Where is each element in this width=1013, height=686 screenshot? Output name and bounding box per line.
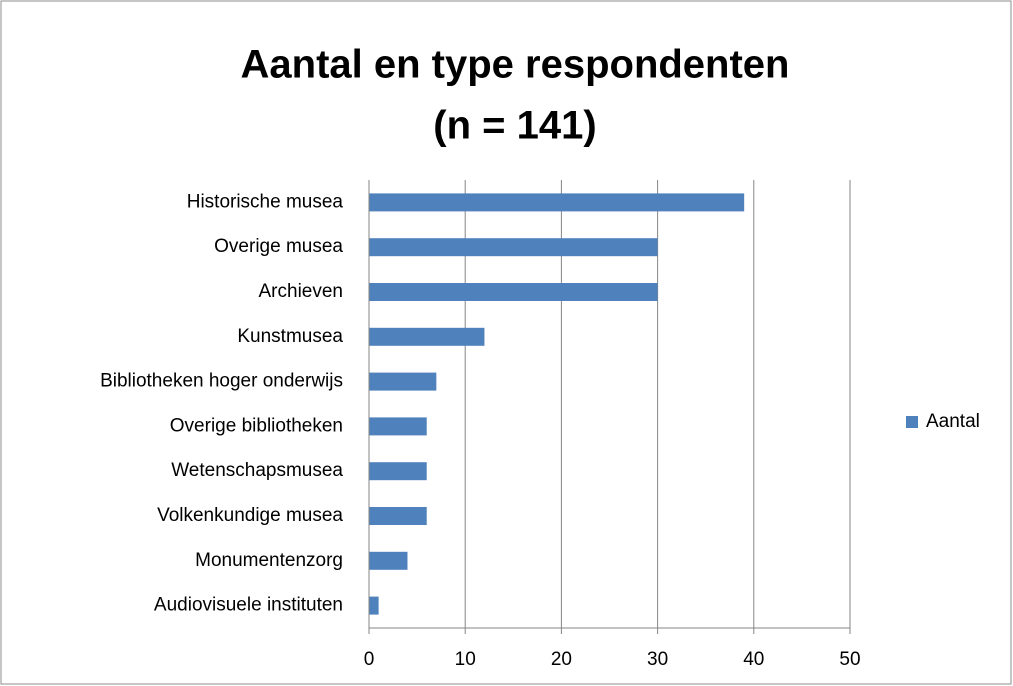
bar [369,417,427,436]
bar [369,551,408,570]
x-tick-label: 20 [551,649,572,670]
y-tick-label: Kunstmusea [237,326,343,347]
bar [369,327,485,346]
bar [369,596,379,615]
x-tick-label: 0 [364,649,375,670]
legend-swatch [906,416,918,428]
y-tick-label: Monumentenzorg [195,550,343,571]
y-tick-label: Historische musea [187,191,344,212]
legend-label: Aantal [926,411,980,432]
bar [369,372,437,391]
x-tick-label: 40 [743,649,764,670]
x-tick-label: 50 [839,649,860,670]
y-tick-label: Archieven [259,281,344,302]
bar [369,283,658,301]
y-tick-label: Audiovisuele instituten [154,595,343,616]
y-tick-label: Bibliotheken hoger onderwijs [100,371,343,392]
bar [369,507,427,525]
chart-subtitle: (n = 141) [433,104,596,148]
bar [369,238,658,257]
bar [369,193,745,212]
y-tick-label: Volkenkundige musea [157,505,343,526]
y-tick-label: Wetenschapsmusea [171,460,343,481]
y-tick-label: Overige musea [214,236,343,257]
y-tick-label: Overige bibliotheken [170,415,343,436]
bar [369,462,427,481]
x-tick-label: 10 [455,649,476,670]
x-tick-label: 30 [647,649,668,670]
chart-title: Aantal en type respondenten [241,43,790,87]
